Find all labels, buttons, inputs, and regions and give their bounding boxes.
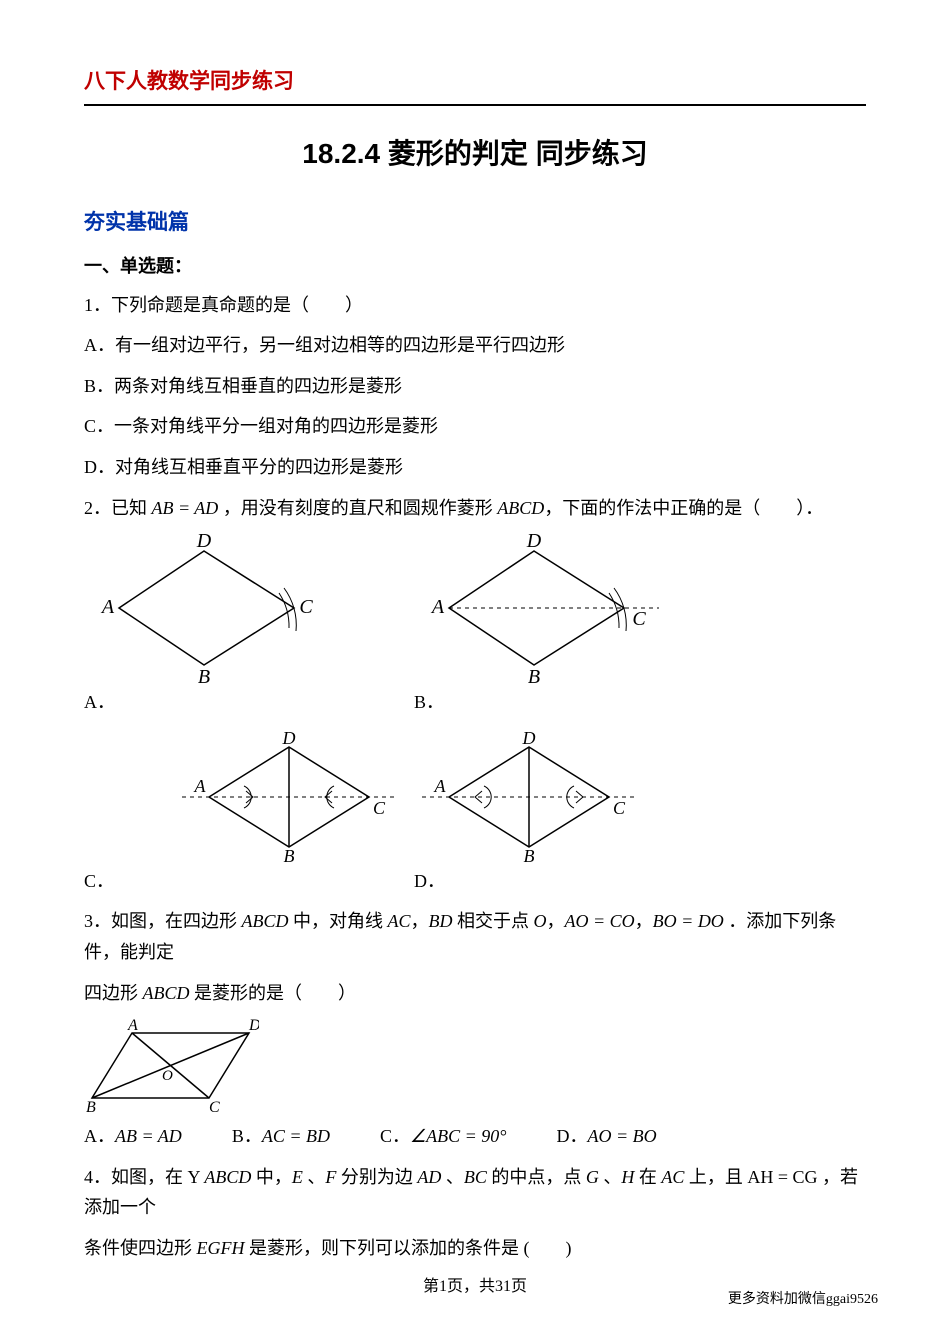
q1-option-b: B．两条对角线互相垂直的四边形是菱形 bbox=[84, 371, 866, 402]
question-4-stem: 4．如图，在 Y ABCD 中，E 、F 分别为边 AD 、BC 的中点，点 G… bbox=[84, 1162, 866, 1223]
subsection-title: 一、单选题： bbox=[84, 251, 866, 282]
svg-text:A: A bbox=[434, 776, 447, 796]
question-3-stem: 3．如图，在四边形 ABCD 中，对角线 AC，BD 相交于点 O，AO = C… bbox=[84, 906, 866, 967]
q4-s3: 、 bbox=[599, 1167, 622, 1187]
q4-m5: 上，且 bbox=[684, 1167, 747, 1187]
q2-figure-b: D A C B bbox=[414, 533, 674, 683]
course-title: 八下人教数学同步练习 bbox=[84, 64, 866, 100]
svg-text:B: B bbox=[524, 846, 535, 862]
svg-text:A: A bbox=[100, 596, 115, 618]
svg-text:D: D bbox=[526, 533, 542, 552]
q2-label-a: A． bbox=[84, 687, 414, 718]
q3-l2a: 四边形 bbox=[84, 983, 143, 1003]
q4-m3: 的中点，点 bbox=[487, 1167, 586, 1187]
q4-egfh: EGFH bbox=[197, 1238, 245, 1258]
q3-bd: BD bbox=[429, 911, 453, 931]
q1-option-c: C．一条对角线平分一组对角的四边形是菱形 bbox=[84, 411, 866, 442]
q4-prefix: 4．如图，在 Y bbox=[84, 1167, 204, 1187]
question-3-line2: 四边形 ABCD 是菱形的是（ ） bbox=[84, 978, 866, 1009]
svg-text:B: B bbox=[284, 846, 295, 862]
q2-figure-row-1: D A C B A． D A C B B． bbox=[84, 533, 866, 728]
q3-ac: AC bbox=[388, 911, 411, 931]
q3-eq2: BO = DO bbox=[653, 911, 724, 931]
q2-figure-c: D A C B bbox=[174, 732, 404, 862]
q3-o: O bbox=[534, 911, 547, 931]
svg-text:D: D bbox=[282, 732, 296, 748]
question-1-stem: 1．下列命题是真命题的是（ ） bbox=[84, 290, 866, 321]
q2-eq: AB = AD bbox=[152, 498, 219, 518]
q4-f: F bbox=[325, 1167, 336, 1187]
q3-l2b: ABCD bbox=[143, 983, 190, 1003]
q2-label-c: C． bbox=[84, 866, 414, 897]
q4-e: E bbox=[292, 1167, 303, 1187]
q4-bc: BC bbox=[464, 1167, 487, 1187]
svg-text:C: C bbox=[613, 798, 626, 818]
q3-mid2: 相交于点 bbox=[453, 911, 534, 931]
q4-h: H bbox=[621, 1167, 634, 1187]
q4-l2b: 是菱形，则下列可以添加的条件是 ( ) bbox=[245, 1238, 572, 1258]
q4-ad: AD bbox=[417, 1167, 441, 1187]
q2-prefix: 2．已知 bbox=[84, 498, 152, 518]
question-4-line2: 条件使四边形 EGFH 是菱形，则下列可以添加的条件是 ( ) bbox=[84, 1233, 866, 1264]
svg-text:B: B bbox=[528, 666, 540, 683]
q3-opt-a: A．AB = AD bbox=[84, 1121, 182, 1152]
wechat-note: 更多资料加微信ggai9526 bbox=[728, 1288, 878, 1312]
q3-c2: ， bbox=[547, 911, 565, 931]
header-divider bbox=[84, 104, 866, 106]
q3-c1: ， bbox=[411, 911, 429, 931]
q3-opt-d: D．AO = BO bbox=[556, 1121, 656, 1152]
q2-figure-d: D A C B bbox=[414, 732, 644, 862]
svg-text:C: C bbox=[299, 596, 313, 618]
section-title: 夯实基础篇 bbox=[84, 205, 866, 241]
q2-suffix: ，用没有刻度的直尺和圆规作菱形 bbox=[218, 498, 497, 518]
q3-figure: A D B C O bbox=[84, 1018, 866, 1113]
q3-opt-b: B．AC = BD bbox=[232, 1121, 330, 1152]
q3-opt-c: C．∠ABC = 90° bbox=[380, 1121, 507, 1152]
q4-s2: 、 bbox=[441, 1167, 464, 1187]
q3-mid1: 中，对角线 bbox=[289, 911, 388, 931]
main-title: 18.2.4 菱形的判定 同步练习 bbox=[84, 130, 866, 178]
q4-m2: 分别为边 bbox=[336, 1167, 417, 1187]
q4-ac: AC bbox=[661, 1167, 684, 1187]
q4-l2a: 条件使四边形 bbox=[84, 1238, 197, 1258]
q2-figure-row-2: D A C B D A C B bbox=[84, 732, 866, 862]
q4-s1: 、 bbox=[303, 1167, 326, 1187]
q3-eq1: AO = CO bbox=[565, 911, 635, 931]
question-2-stem: 2．已知 AB = AD ，用没有刻度的直尺和圆规作菱形 ABCD，下面的作法中… bbox=[84, 493, 866, 524]
q3-l2c: 是菱形的是（ ） bbox=[190, 983, 357, 1003]
svg-text:O: O bbox=[162, 1068, 173, 1084]
q1-option-d: D．对角线互相垂直平分的四边形是菱形 bbox=[84, 452, 866, 483]
q3-abcd: ABCD bbox=[242, 911, 289, 931]
q3-prefix: 3．如图，在四边形 bbox=[84, 911, 242, 931]
q4-abcd: ABCD bbox=[204, 1167, 251, 1187]
q1-option-a: A．有一组对边平行，另一组对边相等的四边形是平行四边形 bbox=[84, 330, 866, 361]
q2-label-d: D． bbox=[414, 866, 744, 897]
q3-options: A．AB = AD B．AC = BD C．∠ABC = 90° D．AO = … bbox=[84, 1121, 866, 1152]
svg-text:A: A bbox=[127, 1018, 138, 1034]
q2-abcd: ABCD bbox=[497, 498, 544, 518]
svg-text:C: C bbox=[632, 608, 646, 630]
q4-eq: AH = CG bbox=[747, 1167, 817, 1187]
q2-label-b: B． bbox=[414, 687, 744, 718]
svg-text:D: D bbox=[248, 1018, 259, 1034]
svg-text:C: C bbox=[209, 1099, 220, 1113]
svg-text:D: D bbox=[196, 533, 212, 552]
svg-text:D: D bbox=[522, 732, 536, 748]
q4-m1: 中， bbox=[251, 1167, 292, 1187]
svg-text:B: B bbox=[86, 1099, 96, 1113]
svg-text:C: C bbox=[373, 798, 386, 818]
svg-text:A: A bbox=[194, 776, 207, 796]
q4-g: G bbox=[586, 1167, 599, 1187]
svg-text:A: A bbox=[430, 596, 445, 618]
q2-figure-a: D A C B bbox=[84, 533, 329, 683]
q3-c3: ， bbox=[635, 911, 653, 931]
q2-tail: ，下面的作法中正确的是（ ）． bbox=[544, 498, 823, 518]
svg-text:B: B bbox=[198, 666, 210, 683]
q4-m4: 在 bbox=[634, 1167, 661, 1187]
